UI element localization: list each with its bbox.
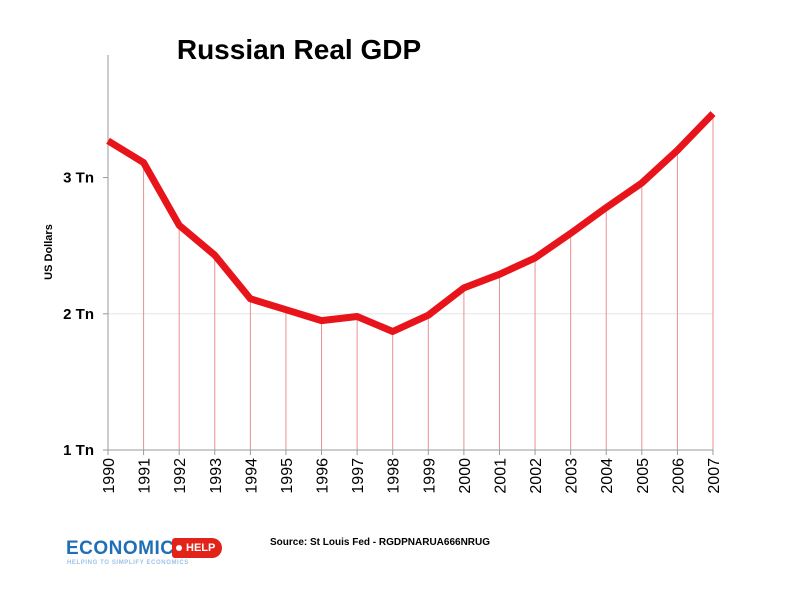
source-note: Source: St Louis Fed - RGDPNARUA666NRUG	[270, 537, 491, 548]
x-tick-label: 2004	[599, 458, 616, 494]
y-tick-label: 3 Tn	[63, 170, 94, 187]
data-point	[496, 271, 502, 277]
data-point	[639, 180, 645, 186]
data-point	[710, 111, 716, 117]
data-point	[425, 312, 431, 318]
data-point	[568, 230, 574, 236]
x-tick-label: 2002	[528, 458, 545, 494]
chart-title: Russian Real GDP	[177, 34, 421, 65]
logo-word: ECONOMICS	[66, 538, 188, 559]
x-tick-label: 1997	[350, 458, 367, 494]
x-tick-label: 1999	[421, 458, 438, 494]
x-tick-label: 1991	[137, 458, 154, 494]
data-point	[212, 252, 218, 258]
data-point	[247, 296, 253, 302]
x-tick-label: 2000	[457, 458, 474, 494]
y-tick-label: 2 Tn	[63, 306, 94, 323]
x-tick-label: 2005	[635, 458, 652, 494]
x-tick-label: 1994	[243, 458, 260, 494]
data-point	[283, 307, 289, 313]
logo-tag: HELP	[172, 538, 223, 558]
x-tick-label: 1996	[315, 458, 332, 494]
y-tick-label: 1 Tn	[63, 442, 94, 459]
x-tick-label: 1992	[172, 458, 189, 494]
y-axis-label: US Dollars	[43, 224, 55, 280]
data-point	[354, 314, 360, 320]
data-point	[532, 255, 538, 261]
data-point	[461, 285, 467, 291]
x-tick-label: 1993	[208, 458, 225, 494]
x-tick-label: 1990	[101, 458, 118, 494]
data-point	[674, 147, 680, 153]
x-tick-label: 2006	[670, 458, 687, 494]
logo-tagline: HELPING TO SIMPLIFY ECONOMICS	[67, 560, 189, 566]
x-tick-label: 2001	[492, 458, 509, 494]
data-point	[105, 138, 111, 144]
x-tick-label: 1998	[386, 458, 403, 494]
data-point	[176, 222, 182, 228]
economics-help-logo: ECONOMICS HELP HELPING TO SIMPLIFY ECONO…	[66, 533, 223, 569]
data-point	[390, 329, 396, 335]
x-tick-label: 2003	[564, 458, 581, 494]
data-point	[141, 160, 147, 166]
x-tick-label: 1995	[279, 458, 296, 494]
plot-area: 1 Tn 2 Tn 3 Tn 1990 1991 1992 1993 1994 1995 1996…	[63, 55, 723, 494]
x-tick-label: 2007	[706, 458, 723, 494]
series-line	[106, 111, 716, 335]
data-point	[319, 318, 325, 324]
data-point	[603, 205, 609, 211]
